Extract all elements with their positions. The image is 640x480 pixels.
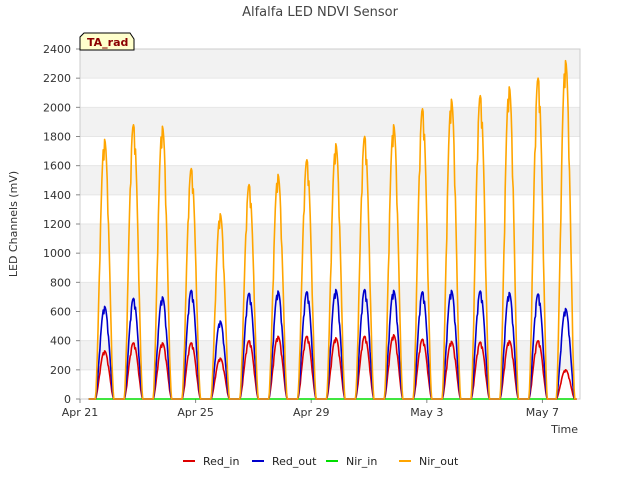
y-axis-label: LED Channels (mV)	[7, 171, 20, 277]
x-tick-label: Apr 29	[293, 406, 330, 419]
y-tick-label: 400	[50, 335, 71, 348]
y-tick-label: 1200	[43, 218, 71, 231]
y-tick-label: 1000	[43, 247, 71, 260]
y-tick-label: 1400	[43, 189, 71, 202]
ta-rad-badge: TA_rad	[79, 32, 135, 51]
y-tick-label: 2200	[43, 72, 71, 85]
y-tick-label: 1600	[43, 160, 71, 173]
legend-label: Nir_in	[346, 455, 377, 468]
x-tick-label: Apr 21	[62, 406, 99, 419]
x-axis-ticks: Apr 21 Apr 25 Apr 29 May 3 May 7	[62, 399, 559, 419]
y-axis-ticks: 0 200 400 600 800 1000 1200 1400 1600 1800 2000 220…	[43, 43, 80, 406]
series-line-red-out	[88, 288, 577, 400]
x-axis-label: Time	[550, 423, 578, 436]
grid-band	[80, 49, 580, 79]
grid-band	[80, 165, 580, 195]
x-tick-label: May 7	[526, 406, 559, 419]
x-tick-label: May 3	[410, 406, 443, 419]
badge-label: TA_rad	[87, 36, 128, 49]
grid-band	[80, 107, 580, 137]
y-tick-label: 2000	[43, 101, 71, 114]
badge-shape	[79, 32, 135, 51]
y-tick-label: 600	[50, 306, 71, 319]
legend-label: Nir_out	[419, 455, 459, 468]
y-tick-label: 200	[50, 364, 71, 377]
x-tick-label: Apr 25	[177, 406, 214, 419]
legend-label: Red_out	[272, 455, 317, 468]
y-tick-label: 800	[50, 276, 71, 289]
legend: Red_in Red_out Nir_in Nir_out	[183, 455, 459, 468]
y-tick-label: 0	[64, 393, 71, 406]
y-tick-label: 1800	[43, 131, 71, 144]
grid-band	[80, 224, 580, 254]
legend-label: Red_in	[203, 455, 239, 468]
series-lines	[88, 59, 577, 400]
series-line-nir-out	[88, 59, 577, 400]
y-tick-label: 2400	[43, 43, 71, 56]
chart-title: Alfalfa LED NDVI Sensor	[242, 5, 399, 20]
